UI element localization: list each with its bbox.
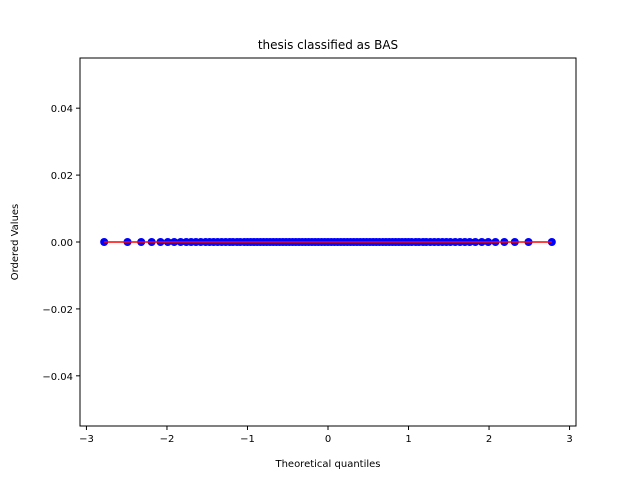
plot-area xyxy=(79,57,577,427)
y-axis-ticks: −0.04 −0.02 0.00 0.02 0.04 xyxy=(42,104,80,383)
y-tick-label-1: −0.02 xyxy=(42,305,73,316)
x-tick-label-1: −2 xyxy=(160,434,175,445)
y-tick-label-3: 0.02 xyxy=(51,171,73,182)
chart-title: thesis classified as BAS xyxy=(258,38,398,52)
x-tick-label-0: −3 xyxy=(79,434,94,445)
y-tick-label-2: 0.00 xyxy=(51,238,73,249)
x-tick-label-4: 1 xyxy=(405,434,411,445)
x-tick-label-2: −1 xyxy=(240,434,255,445)
x-axis-ticks: −3 −2 −1 0 1 2 3 xyxy=(79,426,573,445)
x-tick-label-3: 0 xyxy=(325,434,331,445)
y-tick-label-4: 0.04 xyxy=(51,104,73,115)
y-axis-label: Ordered Values xyxy=(10,204,21,281)
y-tick-label-0: −0.04 xyxy=(42,372,73,383)
x-axis-label: Theoretical quantiles xyxy=(274,459,380,470)
x-tick-label-6: 3 xyxy=(566,434,572,445)
x-tick-label-5: 2 xyxy=(486,434,492,445)
